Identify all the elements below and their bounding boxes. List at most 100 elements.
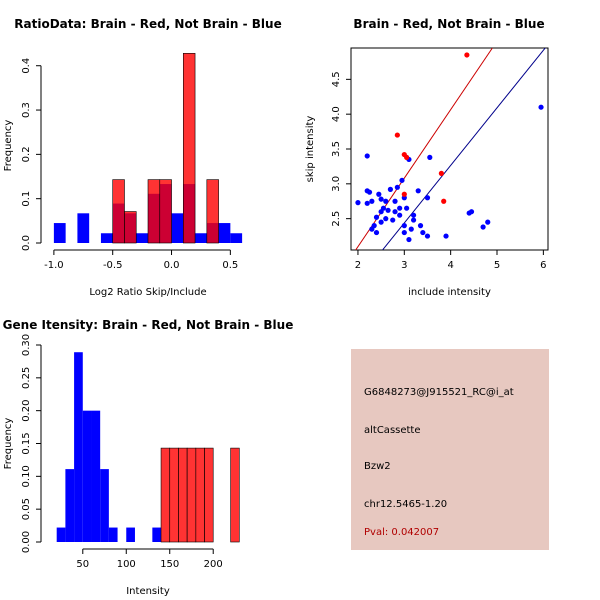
not-brain-point bbox=[424, 233, 431, 239]
not-brain-point bbox=[378, 196, 384, 202]
not-brain-point bbox=[383, 198, 389, 204]
y-tick-label: 0.3 bbox=[21, 102, 32, 118]
brain-point bbox=[438, 170, 444, 176]
brain-bar bbox=[112, 179, 125, 244]
x-tick-label: 6 bbox=[540, 260, 546, 271]
not-brain-point bbox=[480, 224, 486, 230]
x-tick-label: 50 bbox=[76, 559, 89, 570]
not-brain-bar bbox=[100, 233, 113, 243]
not-brain-point bbox=[397, 205, 403, 211]
y-tick-label: 0.05 bbox=[21, 498, 32, 520]
not-brain-point bbox=[404, 205, 410, 211]
not-brain-point bbox=[397, 212, 403, 218]
brain-bar bbox=[186, 447, 197, 543]
not-brain-bar bbox=[195, 233, 207, 243]
y-tick-label: 0.4 bbox=[21, 58, 32, 74]
y-tick-label: 3.5 bbox=[331, 141, 342, 157]
x-tick-label: -1.0 bbox=[44, 260, 64, 271]
not-brain-point bbox=[392, 198, 398, 204]
not-brain-bar bbox=[77, 213, 90, 243]
x-axis-label: Intensity bbox=[126, 586, 170, 597]
not-brain-point bbox=[369, 198, 375, 204]
not-brain-point bbox=[385, 207, 391, 213]
y-tick-label: 0.10 bbox=[21, 465, 32, 487]
not-brain-bar bbox=[82, 410, 92, 542]
not-brain-bar bbox=[65, 469, 75, 542]
not-brain-bar bbox=[53, 223, 66, 243]
not-brain-point bbox=[410, 217, 417, 223]
not-brain-point bbox=[417, 223, 424, 229]
not-brain-point bbox=[406, 236, 412, 243]
not-brain-point bbox=[401, 223, 407, 229]
not-brain-point bbox=[424, 195, 431, 201]
probe-id-label: G6848273@J915521_RC@i_at bbox=[364, 387, 514, 398]
not-brain-point bbox=[383, 216, 389, 222]
not-brain-bar bbox=[152, 527, 162, 542]
y-tick-label: 0.0 bbox=[21, 235, 32, 251]
brain-point bbox=[401, 191, 407, 197]
y-tick-label: 0.00 bbox=[21, 531, 32, 553]
x-tick-label: 100 bbox=[117, 559, 136, 570]
not-brain-bar bbox=[100, 469, 109, 542]
x-axis-label: include intensity bbox=[408, 287, 491, 298]
x-tick-label: 2 bbox=[355, 260, 361, 271]
not-brain-point bbox=[373, 214, 380, 220]
gene-intensity-histogram-panel: Gene Itensity: Brain - Red, Not Brain - … bbox=[3, 318, 294, 597]
x-axis-label: Log2 Ratio Skip/Include bbox=[89, 287, 206, 298]
brain-point bbox=[441, 198, 447, 204]
not-brain-point bbox=[371, 223, 377, 229]
y-tick-label: 0.1 bbox=[21, 191, 32, 207]
y-tick-label: 2.5 bbox=[331, 211, 342, 227]
not-brain-point bbox=[364, 200, 370, 206]
intensity-scatter-panel: Brain - Red, Not Brain - Blue 2 3 4 5 6 includ… bbox=[305, 17, 549, 298]
pval-label: Pval: 0.042007 bbox=[364, 527, 440, 538]
not-brain-point bbox=[394, 184, 400, 190]
brain-bar bbox=[195, 447, 205, 543]
not-brain-point bbox=[538, 104, 544, 110]
brain-bar bbox=[124, 211, 137, 244]
not-brain-point bbox=[390, 217, 396, 223]
not-brain-bar bbox=[230, 233, 243, 243]
not-brain-bar bbox=[136, 233, 148, 243]
brain-bar bbox=[159, 179, 172, 244]
not-brain-point bbox=[485, 219, 491, 225]
y-tick-label: 4.5 bbox=[331, 71, 342, 87]
brain-bar bbox=[230, 447, 240, 543]
y-axis-label: Frequency bbox=[3, 120, 14, 172]
y-tick-label: 4.0 bbox=[331, 106, 342, 122]
x-tick-label: 3 bbox=[401, 260, 407, 271]
brain-bar bbox=[178, 447, 188, 543]
x-tick-label: 5 bbox=[494, 260, 500, 271]
y-tick-label: 0.25 bbox=[21, 367, 32, 389]
brain-fit-line bbox=[355, 48, 493, 250]
not-brain-point bbox=[373, 229, 380, 236]
not-brain-bar bbox=[108, 527, 118, 542]
not-brain-bar bbox=[126, 527, 135, 542]
not-brain-point bbox=[415, 188, 421, 194]
not-brain-point bbox=[420, 229, 426, 236]
brain-point bbox=[464, 52, 470, 58]
x-tick-label: 0.5 bbox=[222, 260, 238, 271]
x-tick-label: -0.5 bbox=[103, 260, 123, 271]
not-brain-bar bbox=[91, 410, 101, 542]
not-brain-bar bbox=[171, 213, 184, 243]
y-axis-label: skip intensity bbox=[305, 116, 316, 183]
y-tick-label: 0.20 bbox=[21, 400, 32, 422]
y-tick-label: 0.2 bbox=[21, 146, 32, 162]
not-brain-point bbox=[410, 212, 417, 218]
gene-name-label: Bzw2 bbox=[364, 461, 391, 472]
brain-bar bbox=[160, 447, 171, 543]
probe-info-box: G6848273@J915521_RC@i_at altCassette Bzw… bbox=[351, 349, 549, 550]
brain-point bbox=[404, 154, 410, 160]
location-label: chr12.5465-1.20 bbox=[364, 499, 448, 510]
y-tick-label: 0.15 bbox=[21, 432, 32, 454]
brain-bar bbox=[147, 179, 161, 244]
brain-point bbox=[394, 132, 400, 138]
not-brain-point bbox=[380, 205, 387, 211]
y-axis-label: Frequency bbox=[3, 418, 14, 470]
y-tick-label: 3.0 bbox=[331, 176, 342, 192]
y-tick-label: 0.30 bbox=[21, 334, 32, 356]
event-type-label: altCassette bbox=[364, 425, 421, 436]
brain-bar bbox=[169, 447, 179, 543]
not-brain-point bbox=[355, 200, 361, 206]
